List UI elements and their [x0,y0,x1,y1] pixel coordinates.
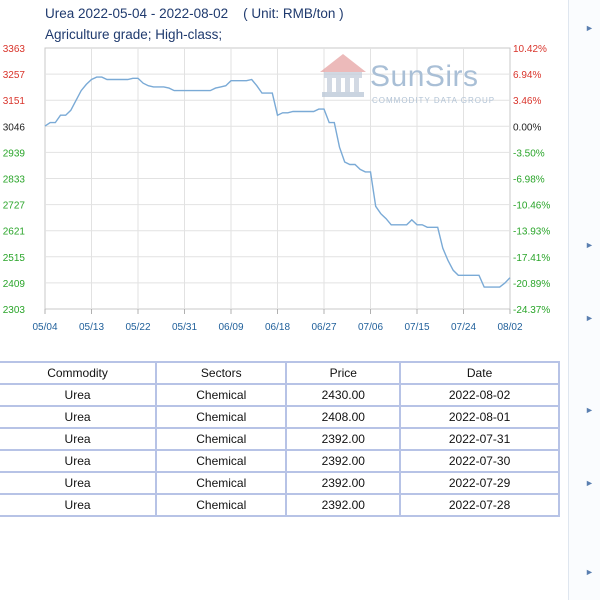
table-row: Urea Chemical 2430.00 2022-08-02 [0,383,560,407]
table-header-row: Commodity Sectors Price Date [0,361,560,385]
x-tick-label: 06/18 [265,322,290,333]
x-tick-label: 06/27 [311,322,336,333]
y-tick-label: 3363 [3,44,26,55]
y-tick-label: 2939 [3,148,26,159]
cell-sector: Chemical [155,449,288,473]
col-header-sectors: Sectors [155,361,288,385]
chart-title: Urea 2022-05-04 - 2022-08-02 ( Unit: RMB… [45,6,344,21]
x-tick-label: 05/22 [125,322,150,333]
y-tick-label: 2833 [3,175,26,186]
table-row: Urea Chemical 2392.00 2022-07-31 [0,427,560,451]
cell-date: 2022-07-30 [399,449,560,473]
cell-date: 2022-08-02 [399,383,560,407]
y2-tick-label: -20.89% [513,279,550,290]
y2-tick-label: -10.46% [513,201,550,212]
table-row: Urea Chemical 2392.00 2022-07-30 [0,449,560,473]
x-tick-label: 07/24 [451,322,476,333]
table-row: Urea Chemical 2392.00 2022-07-29 [0,471,560,495]
y2-tick-label: 0.00% [513,122,541,133]
table-row: Urea Chemical 2408.00 2022-08-01 [0,405,560,429]
y2-tick-label: -13.93% [513,227,550,238]
col-header-price: Price [285,361,402,385]
cell-sector: Chemical [155,493,288,517]
y-tick-label: 3151 [3,96,26,107]
cell-price: 2392.00 [285,427,402,451]
cell-price: 2392.00 [285,449,402,473]
cell-sector: Chemical [155,383,288,407]
y-tick-label: 3257 [3,70,26,81]
chevron-right-icon[interactable]: ► [585,478,594,488]
cell-commodity: Urea [0,493,158,517]
cell-date: 2022-07-28 [399,493,560,517]
y2-tick-label: 3.46% [513,96,541,107]
cell-commodity: Urea [0,449,158,473]
chevron-right-icon[interactable]: ► [585,23,594,33]
chart-subtitle: Agriculture grade; High-class; [45,27,223,42]
y2-tick-label: 10.42% [513,44,547,55]
chevron-right-icon[interactable]: ► [585,240,594,250]
y-tick-label: 2727 [3,201,26,212]
cell-sector: Chemical [155,471,288,495]
watermark-brand: SunSirs [370,60,479,93]
cell-commodity: Urea [0,471,158,495]
y2-tick-label: -24.37% [513,305,550,316]
y-tick-label: 2409 [3,279,26,290]
col-header-commodity: Commodity [0,361,158,385]
cell-date: 2022-07-31 [399,427,560,451]
watermark-tagline: COMMODITY DATA GROUP [372,96,496,105]
y-tick-label: 3046 [3,122,26,133]
x-tick-label: 05/04 [32,322,57,333]
chart-unit: ( Unit: RMB/ton ) [243,6,344,21]
chart-title-text: Urea 2022-05-04 - 2022-08-02 [45,6,229,21]
table-row: Urea Chemical 2392.00 2022-07-28 [0,493,560,517]
cell-date: 2022-08-01 [399,405,560,429]
y2-tick-label: -17.41% [513,253,550,264]
x-tick-label: 06/09 [218,322,243,333]
x-tick-label: 05/13 [79,322,104,333]
right-sidebar [568,0,600,600]
cell-commodity: Urea [0,383,158,407]
x-tick-label: 07/15 [404,322,429,333]
cell-commodity: Urea [0,405,158,429]
cell-price: 2392.00 [285,493,402,517]
x-tick-label: 07/06 [358,322,383,333]
y2-tick-label: -3.50% [513,148,545,159]
col-header-date: Date [399,361,560,385]
chevron-right-icon[interactable]: ► [585,567,594,577]
cell-price: 2408.00 [285,405,402,429]
cell-price: 2430.00 [285,383,402,407]
price-chart: 3363 3257 3151 3046 2939 2833 2727 2621 2515 2409… [3,44,551,333]
y-tick-label: 2515 [3,253,26,264]
price-series-line [44,76,511,288]
cell-date: 2022-07-29 [399,471,560,495]
y2-tick-label: -6.98% [513,175,545,186]
cell-sector: Chemical [155,405,288,429]
x-tick-label: 08/02 [497,322,522,333]
cell-sector: Chemical [155,427,288,451]
sunsirs-logo-icon [318,52,368,103]
y2-tick-label: 6.94% [513,70,541,81]
y-tick-label: 2621 [3,227,26,238]
chevron-right-icon[interactable]: ► [585,405,594,415]
chevron-right-icon[interactable]: ► [585,313,594,323]
cell-commodity: Urea [0,427,158,451]
x-tick-label: 05/31 [172,322,197,333]
price-table: Commodity Sectors Price Date Urea Chemic… [0,361,560,517]
cell-price: 2392.00 [285,471,402,495]
y-tick-label: 2303 [3,305,26,316]
